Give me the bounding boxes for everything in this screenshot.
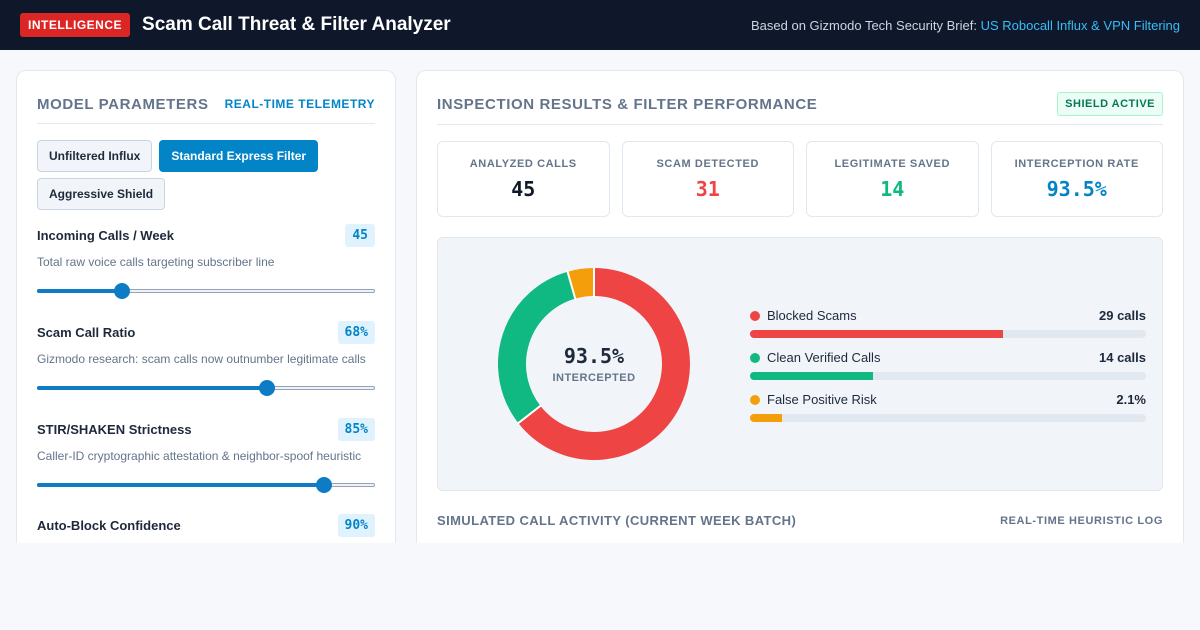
stats-row: ANALYZED CALLS 45 SCAM DETECTED 31 LEGIT…: [437, 141, 1163, 217]
stat-label: INTERCEPTION RATE: [1014, 158, 1139, 170]
stat-value: 45: [511, 177, 536, 201]
source-attribution: Based on Gizmodo Tech Security Brief: US…: [751, 18, 1180, 33]
legend-bar: [750, 372, 1146, 380]
telemetry-badge: REAL-TIME TELEMETRY: [224, 97, 375, 111]
shield-active-badge: SHIELD ACTIVE: [1057, 92, 1163, 116]
stat-label: LEGITIMATE SAVED: [834, 158, 951, 170]
param-label: Scam Call Ratio: [37, 325, 136, 340]
legend-bar: [750, 330, 1146, 338]
incoming-calls-slider[interactable]: [37, 283, 375, 299]
activity-log-label: REAL-TIME HEURISTIC LOG: [1000, 514, 1163, 527]
param-scam-call-ratio: Scam Call Ratio 68% Gizmodo research: sc…: [37, 321, 375, 396]
stat-card-interception-rate: INTERCEPTION RATE 93.5%: [990, 141, 1163, 217]
legend-bar-fill: [750, 414, 782, 422]
preset-standard-express-filter[interactable]: Standard Express Filter: [159, 140, 319, 172]
top-bar: INTELLIGENCE Scam Call Threat & Filter A…: [0, 0, 1200, 50]
param-description: Total raw voice calls targeting subscrib…: [37, 255, 275, 269]
donut-center-value: 93.5%: [563, 344, 625, 368]
results-panel-header: INSPECTION RESULTS & FILTER PERFORMANCE …: [437, 92, 1163, 125]
params-panel-header: MODEL PARAMETERS REAL-TIME TELEMETRY: [37, 93, 375, 124]
red-dot-icon: [750, 310, 760, 321]
legend-bar-fill: [750, 372, 873, 380]
param-value: 68%: [337, 321, 375, 344]
params-panel-title: MODEL PARAMETERS: [37, 95, 209, 113]
param-value: 85%: [337, 418, 375, 441]
param-label: STIR/SHAKEN Strictness: [37, 422, 192, 437]
preset-group: Unfiltered Influx Standard Express Filte…: [37, 140, 337, 210]
model-parameters-panel: MODEL PARAMETERS REAL-TIME TELEMETRY Unf…: [16, 70, 396, 543]
interception-visualization: 93.5% INTERCEPTED Blocked Scams 29 calls…: [437, 237, 1163, 491]
legend-label: False Positive Risk: [767, 392, 877, 407]
donut-center-label: INTERCEPTED: [552, 372, 636, 384]
slider-fill: [37, 289, 122, 293]
amber-dot-icon: [750, 394, 760, 405]
legend-item-false-positive-risk: False Positive Risk 2.1%: [750, 392, 1146, 434]
param-auto-block-confidence: Auto-Block Confidence 90%: [37, 514, 375, 537]
results-panel-title: INSPECTION RESULTS & FILTER PERFORMANCE: [437, 95, 818, 113]
stat-value: 93.5%: [1046, 177, 1107, 201]
preset-aggressive-shield[interactable]: Aggressive Shield: [37, 178, 166, 210]
source-link[interactable]: US Robocall Influx & VPN Filtering: [980, 17, 1180, 33]
legend-item-clean-verified-calls: Clean Verified Calls 14 calls: [750, 350, 1146, 392]
source-prefix: Based on Gizmodo Tech Security Brief:: [751, 17, 977, 33]
donut-svg: [498, 267, 690, 460]
legend-value: 29 calls: [1099, 308, 1146, 323]
param-label: Auto-Block Confidence: [37, 518, 181, 533]
legend-label: Clean Verified Calls: [767, 350, 881, 365]
donut-chart: 93.5% INTERCEPTED: [498, 267, 690, 460]
call-activity-header: SIMULATED CALL ACTIVITY (CURRENT WEEK BA…: [437, 513, 1163, 528]
param-value: 90%: [337, 514, 375, 537]
stat-value: 14: [880, 177, 905, 201]
app-title: Scam Call Threat & Filter Analyzer: [142, 14, 451, 35]
legend-value: 14 calls: [1099, 350, 1146, 365]
stat-label: SCAM DETECTED: [656, 158, 760, 170]
slider-thumb[interactable]: [258, 380, 275, 396]
param-label: Incoming Calls / Week: [37, 228, 175, 243]
param-description: Caller-ID cryptographic attestation & ne…: [37, 449, 362, 463]
stat-card-legitimate-saved: LEGITIMATE SAVED 14: [806, 141, 979, 217]
legend-label: Blocked Scams: [767, 308, 857, 323]
legend-item-blocked-scams: Blocked Scams 29 calls: [750, 308, 1146, 350]
legend-bar-fill: [750, 330, 1004, 338]
inspection-results-panel: INSPECTION RESULTS & FILTER PERFORMANCE …: [416, 70, 1184, 543]
donut-center: 93.5% INTERCEPTED: [498, 268, 690, 460]
param-stir-shaken-strictness: STIR/SHAKEN Strictness 85% Caller-ID cry…: [37, 418, 375, 493]
preset-unfiltered-influx[interactable]: Unfiltered Influx: [37, 140, 153, 172]
breakdown-legend: Blocked Scams 29 calls Clean Verified Ca…: [750, 308, 1146, 434]
legend-value: 2.1%: [1116, 392, 1146, 407]
donut-separator: [566, 270, 577, 300]
slider-thumb[interactable]: [316, 477, 333, 493]
green-dot-icon: [750, 352, 760, 363]
stat-card-scam-detected: SCAM DETECTED 31: [621, 141, 794, 217]
stat-label: ANALYZED CALLS: [469, 158, 577, 170]
slider-fill: [37, 483, 325, 487]
donut-segment-blocked: [518, 268, 690, 460]
activity-title: SIMULATED CALL ACTIVITY (CURRENT WEEK BA…: [437, 513, 797, 528]
intelligence-tag: INTELLIGENCE: [20, 13, 131, 37]
param-value: 45: [345, 224, 375, 247]
donut-segment-clean: [498, 271, 576, 424]
legend-bar: [750, 414, 1146, 422]
stat-card-analyzed-calls: ANALYZED CALLS 45: [437, 141, 610, 217]
stat-value: 31: [695, 177, 720, 201]
scam-call-ratio-slider[interactable]: [37, 380, 375, 396]
slider-fill: [37, 386, 267, 390]
param-incoming-calls: Incoming Calls / Week 45 Total raw voice…: [37, 224, 375, 299]
slider-thumb[interactable]: [113, 283, 130, 299]
donut-separator: [516, 404, 542, 425]
stir-shaken-slider[interactable]: [37, 477, 375, 493]
param-description: Gizmodo research: scam calls now outnumb…: [37, 352, 366, 366]
